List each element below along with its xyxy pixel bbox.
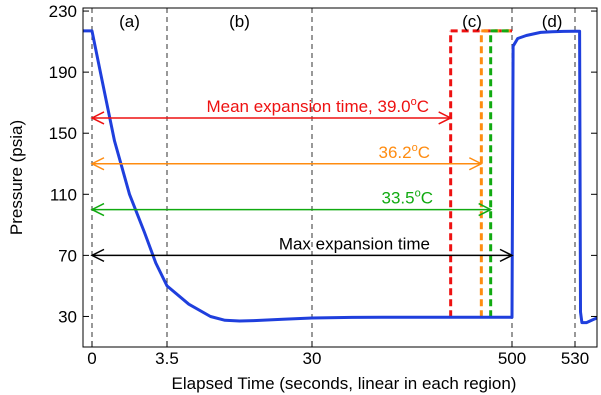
arrow-label: 33.5oC — [382, 188, 434, 208]
x-axis-ticks: 0 3.5 30 500 530 — [87, 341, 589, 368]
x-tick-label: 0 — [87, 349, 96, 368]
arrow-label: 36.2oC — [379, 142, 431, 162]
x-tick-label: 3.5 — [155, 349, 179, 368]
y-axis-ticks: 30 70 110 150 190 230 — [49, 2, 597, 326]
arrow-head-left — [90, 248, 105, 263]
x-tick-label: 30 — [303, 349, 322, 368]
y-tick-label: 70 — [58, 246, 77, 265]
region-label: (a) — [119, 12, 140, 31]
region-label: (b) — [229, 12, 250, 31]
y-tick-label: 30 — [58, 307, 77, 326]
arrow-head-right — [438, 111, 453, 125]
arrow-head-right — [468, 157, 484, 171]
arrow-head-left — [90, 202, 105, 217]
arrow-label: Mean expansion time, 39.0oC — [206, 96, 429, 116]
x-axis-label: Elapsed Time (seconds, linear in each re… — [172, 374, 517, 393]
y-tick-label: 230 — [49, 2, 77, 21]
pressure-series — [83, 29, 598, 325]
arrow-head-right — [499, 248, 514, 263]
plot-frame — [82, 7, 598, 348]
expansion-time-arrows: Mean expansion time, 39.0oC 36.2oC 33.5oC M… — [90, 96, 514, 263]
y-axis-label: Pressure (psia) — [7, 120, 26, 235]
region-divider-lines — [91, 8, 576, 347]
x-tick-label: 530 — [561, 349, 589, 368]
region-labels: (a) (b) (c) (d) — [119, 12, 562, 31]
pressure-line — [83, 29, 598, 325]
arrow-head-right — [478, 202, 493, 217]
arrow-head-left — [90, 111, 105, 125]
y-tick-label: 190 — [49, 63, 77, 82]
region-label: (d) — [542, 12, 563, 31]
arrow-head-left — [90, 157, 105, 171]
x-tick-label: 500 — [498, 349, 526, 368]
region-label: (c) — [462, 12, 482, 31]
y-tick-label: 110 — [50, 185, 77, 204]
expansion-dashed-markers — [449, 29, 512, 318]
arrow-label: Max expansion time — [279, 234, 430, 253]
y-tick-label: 150 — [49, 124, 77, 143]
